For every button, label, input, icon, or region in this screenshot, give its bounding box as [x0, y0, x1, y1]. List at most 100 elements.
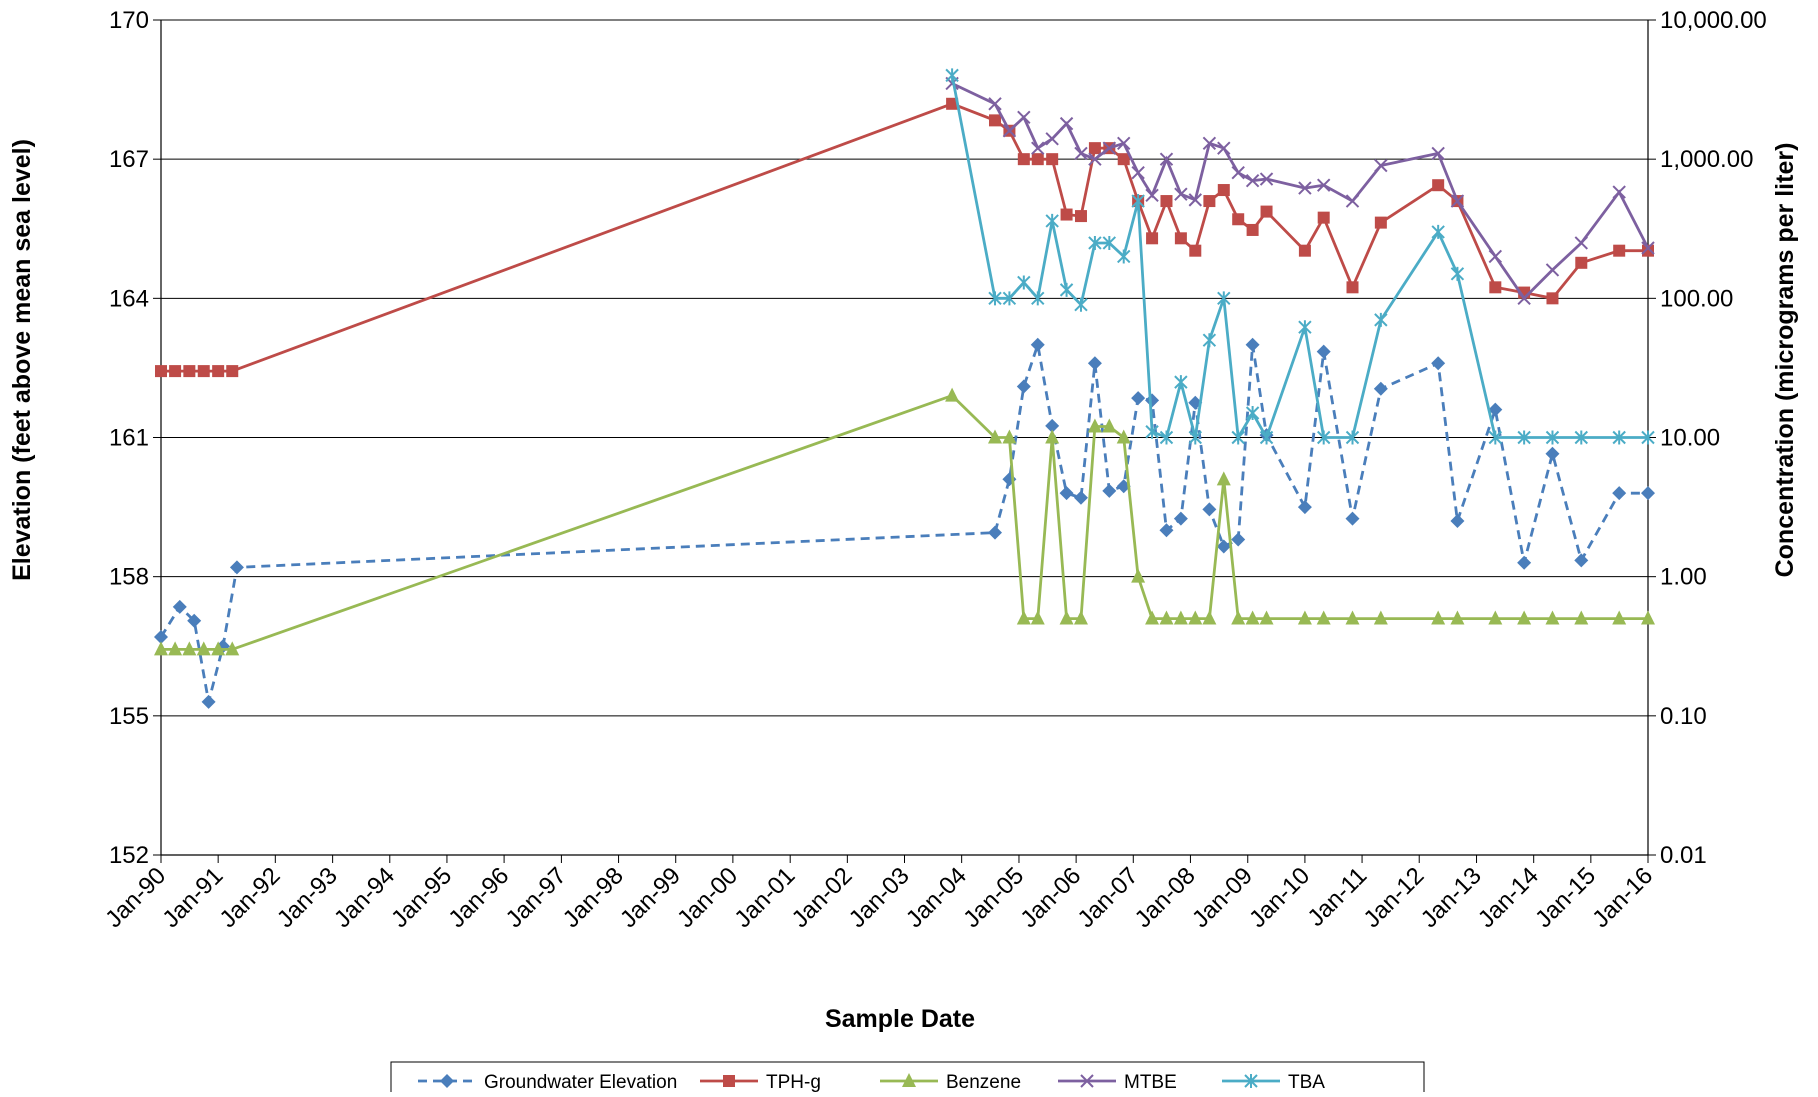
data-point-groundwater-elevation: [1574, 553, 1589, 568]
data-point-mtbe: [1074, 146, 1088, 161]
data-point-mtbe: [1574, 236, 1588, 250]
data-point-tph-g: [169, 365, 182, 378]
data-point-tph-g: [1374, 216, 1387, 229]
data-point-mtbe: [1345, 194, 1360, 208]
legend-box: [390, 1061, 1425, 1097]
data-point-tba: [1231, 430, 1245, 445]
legend-marker-tba: [1244, 1074, 1258, 1088]
data-point-tph-g: [183, 365, 196, 378]
data-point-groundwater-elevation: [1641, 486, 1655, 501]
data-point-tba: [1017, 275, 1031, 290]
data-point-groundwater-elevation: [1316, 344, 1331, 359]
data-point-benzene: [211, 641, 226, 656]
y-left-tick-label: 158: [109, 564, 149, 591]
data-point-tph-g: [1217, 184, 1230, 197]
data-point-groundwater-elevation: [1045, 418, 1060, 433]
data-point-tba: [1574, 430, 1588, 445]
data-point-tba: [1431, 224, 1445, 239]
x-tick-label: Jan-05: [958, 862, 1029, 933]
data-point-tph-g: [1317, 211, 1330, 224]
data-point-benzene: [196, 641, 211, 656]
data-point-benzene: [1431, 610, 1446, 625]
data-point-mtbe: [1088, 152, 1102, 166]
x-tick-label: Jan-98: [558, 862, 629, 933]
data-point-tph-g: [197, 365, 210, 378]
data-point-tba: [1245, 405, 1260, 420]
x-tick-label: Jan-06: [1015, 862, 1086, 933]
data-point-benzene: [1574, 610, 1589, 625]
legend-item-benzene: Benzene: [880, 1072, 1021, 1093]
data-point-benzene: [1131, 568, 1146, 583]
data-point-tba: [1045, 213, 1059, 228]
data-point-mtbe: [1159, 152, 1174, 166]
data-point-tph-g: [1031, 153, 1044, 166]
data-point-tph-g: [1642, 244, 1654, 257]
data-point-tph-g: [1613, 244, 1626, 257]
data-point-groundwater-elevation: [1059, 486, 1074, 501]
data-point-benzene: [1016, 610, 1031, 625]
legend-marker-mtbe: [1080, 1074, 1094, 1088]
y-left-tick-label: 161: [109, 425, 149, 452]
data-point-tph-g: [1203, 195, 1216, 208]
data-point-mtbe: [1431, 146, 1445, 161]
data-point-tba: [1450, 266, 1465, 281]
series-line-mtbe: [951, 82, 1650, 301]
data-point-mtbe: [1059, 116, 1074, 131]
legend-label-benzene: Benzene: [946, 1072, 1021, 1092]
series-tba: [945, 68, 1655, 445]
x-tick-label: Jan-14: [1473, 862, 1544, 933]
data-point-benzene: [1517, 610, 1532, 625]
data-point-groundwater-elevation: [1373, 381, 1388, 396]
data-point-groundwater-elevation: [229, 560, 244, 575]
data-point-tph-g: [989, 114, 1002, 127]
data-point-mtbe: [1488, 249, 1503, 264]
data-point-tba: [1074, 297, 1088, 312]
legend-marker-groundwater-elevation: [440, 1074, 454, 1088]
data-point-groundwater-elevation: [201, 694, 216, 709]
data-point-tba: [1345, 430, 1360, 445]
data-point-groundwater-elevation: [1131, 391, 1146, 406]
data-point-benzene: [1116, 429, 1131, 444]
data-point-tph-g: [1174, 232, 1187, 245]
data-point-benzene: [1545, 610, 1560, 625]
x-tick-label: Jan-08: [1130, 862, 1201, 933]
legend-label-tba: TBA: [1288, 1072, 1325, 1092]
legend-label-mtbe: MTBE: [1124, 1072, 1177, 1092]
data-point-tba: [1102, 235, 1117, 250]
data-point-mtbe: [1374, 158, 1388, 173]
data-point-tba: [945, 68, 959, 83]
data-point-tba: [1545, 430, 1560, 445]
legend-label-groundwater-elevation: Groundwater Elevation: [484, 1072, 677, 1092]
data-point-groundwater-elevation: [1612, 486, 1627, 501]
axes: 152 155 158 161 164 167 170 0.01 0.10 1.00 10.00 10…: [100, 7, 1767, 933]
data-point-benzene: [225, 641, 240, 656]
data-point-tba: [1316, 430, 1331, 445]
data-point-tba: [1117, 249, 1131, 264]
data-point-groundwater-elevation: [172, 599, 187, 614]
data-point-tba: [1131, 194, 1145, 209]
data-point-mtbe: [1002, 124, 1017, 138]
data-point-mtbe: [1259, 172, 1274, 186]
data-point-mtbe: [1245, 174, 1260, 188]
data-point-benzene: [1059, 610, 1074, 625]
series-line-groundwater-elevation: [159, 344, 1648, 703]
data-point-groundwater-elevation: [1016, 379, 1031, 394]
data-point-benzene: [1087, 418, 1102, 433]
data-point-groundwater-elevation: [1216, 539, 1231, 554]
data-point-benzene: [154, 641, 168, 656]
legend: Groundwater Elevation TPH-g Benzene MTBE TBA: [390, 1061, 1425, 1097]
data-point-benzene: [1173, 610, 1188, 625]
legend-item-groundwater-elevation: Groundwater Elevation: [418, 1072, 677, 1093]
data-point-mtbe: [1045, 132, 1059, 146]
data-point-groundwater-elevation: [1159, 523, 1174, 538]
y-axis-left-title: Elevation (feet above mean sea level): [8, 139, 36, 581]
y-right-tick-label: 10,000.00: [1660, 7, 1767, 34]
data-point-tba: [988, 291, 1002, 306]
data-point-tph-g: [1575, 256, 1588, 269]
data-point-mtbe: [1545, 263, 1560, 277]
y-right-tick-label: 0.01: [1660, 842, 1707, 869]
data-point-mtbe: [1102, 141, 1117, 155]
data-point-benzene: [1002, 429, 1017, 444]
